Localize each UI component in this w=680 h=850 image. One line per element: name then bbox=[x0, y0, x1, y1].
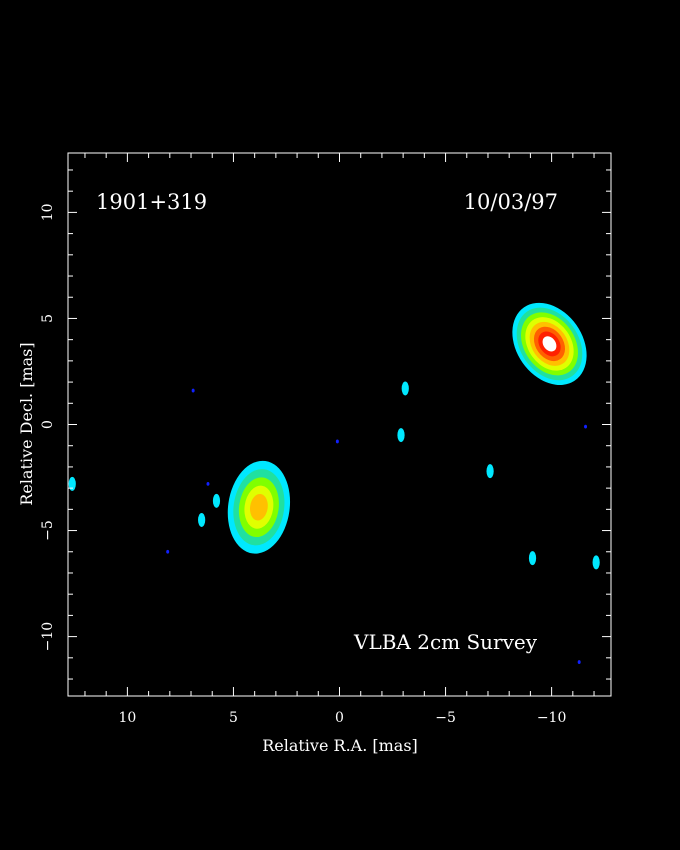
emission-feature bbox=[401, 381, 409, 396]
intensity-map bbox=[68, 302, 600, 664]
axis-ticks bbox=[68, 153, 611, 696]
x-tick-label: −10 bbox=[537, 710, 567, 726]
emission-feature bbox=[577, 660, 581, 664]
component-core bbox=[512, 302, 587, 385]
y-tick-label: 0 bbox=[40, 420, 56, 429]
x-tick-label: 0 bbox=[335, 710, 344, 726]
emission-feature bbox=[592, 555, 600, 570]
y-tick-label: −10 bbox=[40, 622, 56, 652]
emission-feature bbox=[212, 493, 221, 508]
y-axis-label: Relative Decl. [mas] bbox=[17, 342, 36, 505]
emission-feature bbox=[397, 428, 405, 443]
y-tick-label: −5 bbox=[40, 520, 56, 541]
x-tick-label: 5 bbox=[229, 710, 238, 726]
survey-label: VLBA 2cm Survey bbox=[353, 630, 538, 654]
x-tick-label: 10 bbox=[118, 710, 136, 726]
emission-feature bbox=[206, 481, 210, 486]
emission-feature bbox=[335, 439, 339, 444]
y-tick-label: 5 bbox=[40, 314, 56, 323]
contour-level-5 bbox=[250, 493, 268, 521]
epoch-label: 10/03/97 bbox=[464, 190, 558, 214]
emission-feature bbox=[486, 464, 494, 479]
x-tick-label: −5 bbox=[435, 710, 456, 726]
source-name-label: 1901+319 bbox=[96, 190, 207, 214]
emission-feature bbox=[528, 551, 537, 566]
emission-feature bbox=[584, 424, 588, 429]
emission-feature bbox=[191, 388, 195, 393]
x-axis-label: Relative R.A. [mas] bbox=[262, 736, 418, 755]
emission-feature bbox=[166, 549, 170, 554]
y-tick-label: 10 bbox=[40, 203, 56, 221]
axis-tick-labels: 10 5 0 −5 −10 10 5 0 −5 −10 bbox=[40, 203, 566, 726]
contour-level-8 bbox=[542, 336, 557, 352]
emission-feature bbox=[68, 476, 76, 491]
emission-feature bbox=[198, 512, 206, 527]
component-jet-component bbox=[227, 460, 291, 554]
